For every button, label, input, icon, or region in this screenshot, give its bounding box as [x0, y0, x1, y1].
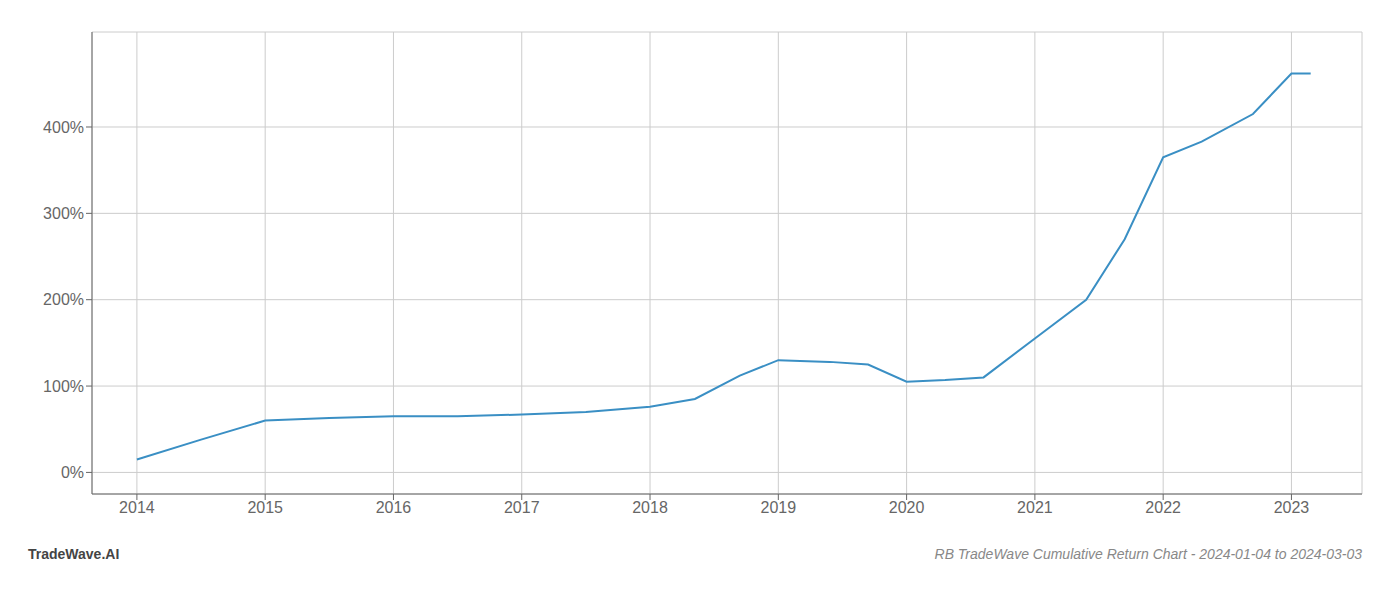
html-text:RB TradeWave Cumulative Return: RB TradeWave Cumulative Return Chart - 2…	[934, 546, 1362, 562]
html-text:TradeWave.AI: TradeWave.AI	[28, 546, 120, 562]
svg-text:2021: 2021	[1017, 499, 1053, 516]
svg-text:2016: 2016	[376, 499, 412, 516]
svg-text:300%: 300%	[43, 205, 84, 222]
svg-text:2019: 2019	[761, 499, 797, 516]
svg-text:2018: 2018	[632, 499, 668, 516]
svg-text:2014: 2014	[119, 499, 155, 516]
svg-text:200%: 200%	[43, 291, 84, 308]
svg-text:2017: 2017	[504, 499, 540, 516]
svg-text:2023: 2023	[1274, 499, 1310, 516]
svg-text:100%: 100%	[43, 378, 84, 395]
svg-text:400%: 400%	[43, 119, 84, 136]
svg-text:0%: 0%	[61, 464, 84, 481]
svg-text:2015: 2015	[247, 499, 283, 516]
svg-text:2020: 2020	[889, 499, 925, 516]
svg-text:2022: 2022	[1145, 499, 1181, 516]
